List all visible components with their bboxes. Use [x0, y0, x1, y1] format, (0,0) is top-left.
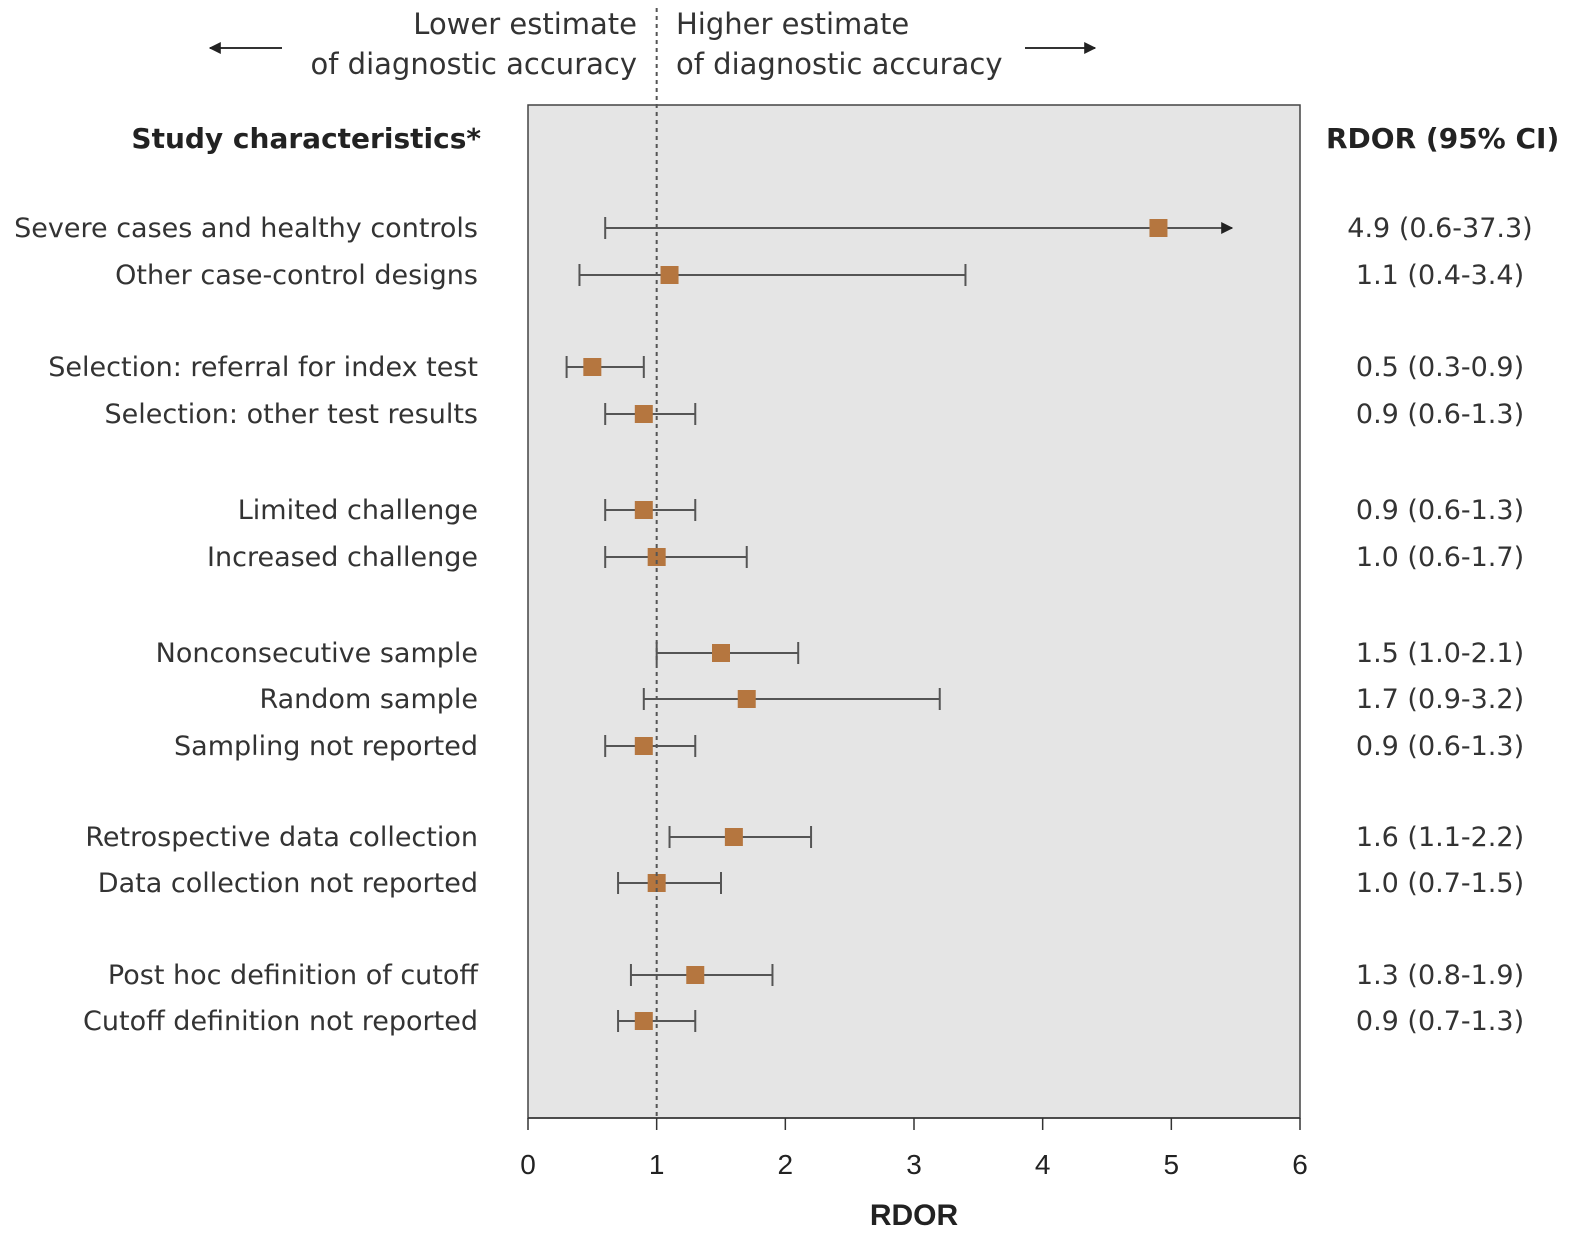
- plot-panel: [527, 104, 1301, 1119]
- study-characteristic-label: Retrospective data collection: [85, 822, 478, 853]
- point-estimate-marker: [647, 548, 666, 566]
- study-characteristic-label: Random sample: [259, 684, 478, 715]
- lower-estimate-line2: of diagnostic accuracy: [310, 47, 637, 81]
- point-estimate-marker: [712, 644, 730, 662]
- forest-row: Random sample 1.7 (0.9-3.2): [259, 684, 1524, 715]
- rdor-ci-value: 0.9 (0.6-1.3): [1356, 399, 1524, 430]
- x-tick-label: 1: [649, 1149, 665, 1180]
- rdor-ci-value: 1.3 (0.8-1.9): [1356, 960, 1524, 991]
- rdor-ci-value: 0.9 (0.6-1.3): [1356, 495, 1524, 526]
- x-tick-label: 2: [778, 1149, 794, 1180]
- rdor-ci-value: 0.5 (0.3-0.9): [1356, 352, 1524, 383]
- study-characteristic-label: Nonconsecutive sample: [156, 638, 478, 669]
- point-estimate-marker: [686, 966, 705, 984]
- point-estimate-marker: [737, 690, 756, 708]
- rdor-ci-value: 0.9 (0.7-1.3): [1356, 1006, 1524, 1037]
- forest-row: Selection: referral for index test 0.5 (0…: [48, 352, 1524, 383]
- point-estimate-marker: [634, 737, 653, 755]
- rdor-ci-value: 1.7 (0.9-3.2): [1356, 684, 1524, 715]
- x-axis-title: RDOR: [870, 1199, 959, 1232]
- study-characteristic-label: Limited challenge: [238, 495, 478, 526]
- x-tick-label: 0: [520, 1149, 536, 1180]
- study-characteristic-label: Severe cases and healthy controls: [14, 213, 478, 244]
- forest-row: Data collection not reported 1.0 (0.7-1.5…: [98, 868, 1524, 899]
- rdor-ci-header: RDOR (95% CI): [1326, 122, 1560, 155]
- rdor-ci-value: 4.9 (0.6-37.3): [1347, 213, 1532, 244]
- study-characteristic-label: Selection: other test results: [104, 399, 478, 430]
- x-tick-label: 5: [1164, 1149, 1180, 1180]
- forest-row: Nonconsecutive sample 1.5 (1.0-2.1): [156, 638, 1524, 669]
- lower-estimate-line1: Lower estimate: [413, 7, 637, 41]
- higher-estimate-line2: of diagnostic accuracy: [676, 47, 1003, 81]
- study-characteristic-label: Cutoff definition not reported: [83, 1006, 478, 1037]
- point-estimate-marker: [634, 1012, 653, 1030]
- rdor-ci-value: 0.9 (0.6-1.3): [1356, 731, 1524, 762]
- forest-row: Other case-control designs 1.1 (0.4-3.4): [115, 260, 1524, 291]
- study-characteristic-label: Sampling not reported: [174, 731, 478, 762]
- study-characteristic-label: Increased challenge: [207, 542, 478, 573]
- study-characteristic-label: Data collection not reported: [98, 868, 478, 899]
- point-estimate-marker: [634, 501, 653, 519]
- higher-estimate-line1: Higher estimate: [676, 7, 910, 41]
- forest-row: Increased challenge 1.0 (0.6-1.7): [207, 542, 1524, 573]
- study-characteristic-label: Post hoc definition of cutoff: [108, 960, 479, 991]
- x-tick-label: 3: [906, 1149, 922, 1180]
- rdor-ci-value: 1.0 (0.6-1.7): [1356, 542, 1524, 573]
- x-tick-label: 6: [1292, 1149, 1308, 1180]
- point-estimate-marker: [724, 828, 743, 846]
- point-estimate-marker: [634, 405, 653, 423]
- rdor-ci-value: 1.1 (0.4-3.4): [1356, 260, 1524, 291]
- forest-row: Severe cases and healthy controls 4.9 (0.…: [14, 213, 1533, 244]
- lower-estimate-note: Lower estimate of diagnostic accuracy: [311, 4, 637, 84]
- higher-estimate-note: Higher estimate of diagnostic accuracy: [676, 4, 1002, 84]
- forest-row: Post hoc definition of cutoff 1.3 (0.8-1.…: [108, 960, 1524, 991]
- rdor-ci-value: 1.0 (0.7-1.5): [1356, 868, 1524, 899]
- rdor-ci-value: 1.5 (1.0-2.1): [1356, 638, 1524, 669]
- x-tick-label: 4: [1035, 1149, 1051, 1180]
- point-estimate-marker: [583, 358, 602, 376]
- forest-row: Retrospective data collection 1.6 (1.1-2.…: [85, 822, 1524, 853]
- point-estimate-marker: [660, 266, 679, 284]
- forest-row: Limited challenge 0.9 (0.6-1.3): [238, 495, 1524, 526]
- forest-row: Selection: other test results 0.9 (0.6-1.…: [104, 399, 1524, 430]
- point-estimate-marker: [1149, 219, 1168, 237]
- study-characteristics-header: Study characteristics*: [131, 122, 481, 155]
- rdor-ci-value: 1.6 (1.1-2.2): [1356, 822, 1524, 853]
- forest-row: Sampling not reported 0.9 (0.6-1.3): [174, 731, 1524, 762]
- study-characteristic-label: Other case-control designs: [115, 260, 478, 291]
- study-characteristic-label: Selection: referral for index test: [48, 352, 478, 383]
- forest-row: Cutoff definition not reported 0.9 (0.7-1…: [83, 1006, 1524, 1037]
